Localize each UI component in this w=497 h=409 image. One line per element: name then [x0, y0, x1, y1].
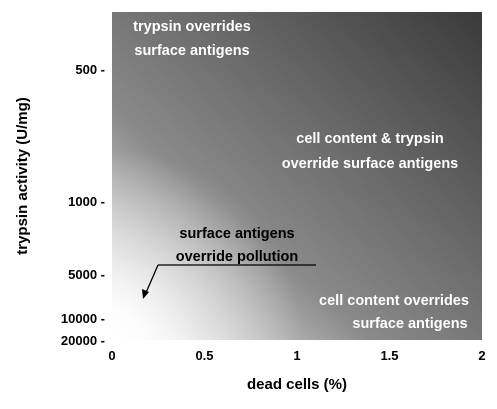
region-surface-antigens: surface antigens override pollution [142, 226, 316, 299]
y-axis-title: trypsin activity (U/mg) [14, 97, 31, 255]
x-axis-title: dead cells (%) [247, 376, 347, 393]
plot-glow [112, 12, 482, 340]
x-tick-label: 1.5 [380, 348, 398, 363]
region-surface-antigens-line-1: surface antigens [179, 226, 294, 242]
region-cell-content-line-2: surface antigens [352, 316, 467, 332]
region-cell-content-line-1: cell content overrides [319, 293, 469, 309]
y-tick-label: 5000 - [68, 267, 105, 282]
y-tick-label: 500 - [75, 62, 105, 77]
y-tick-label: 1000 - [68, 194, 105, 209]
y-tick-label: 10000 - [61, 311, 105, 326]
region-cell-content-trypsin-line-1: cell content & trypsin [296, 131, 443, 147]
region-trypsin-line-1: trypsin overrides [133, 19, 251, 35]
x-tick-label: 2 [478, 348, 485, 363]
x-tick-label: 1 [293, 348, 300, 363]
region-trypsin-line-2: surface antigens [134, 43, 249, 59]
region-surface-antigens-arrowhead [142, 289, 149, 299]
y-tick-label: 20000 - [61, 333, 105, 348]
x-tick-label: 0.5 [195, 348, 213, 363]
x-tick-label: 0 [108, 348, 115, 363]
region-surface-antigens-arrow-shaft [144, 264, 159, 296]
region-cell-content: cell content overrides surface antigens [319, 293, 469, 332]
region-cell-content-trypsin: cell content & trypsin override surface … [282, 131, 459, 172]
region-trypsin: trypsin overrides surface antigens [133, 19, 251, 59]
region-cell-content-trypsin-line-2: override surface antigens [282, 156, 459, 172]
region-surface-antigens-line-2: override pollution [176, 249, 298, 265]
